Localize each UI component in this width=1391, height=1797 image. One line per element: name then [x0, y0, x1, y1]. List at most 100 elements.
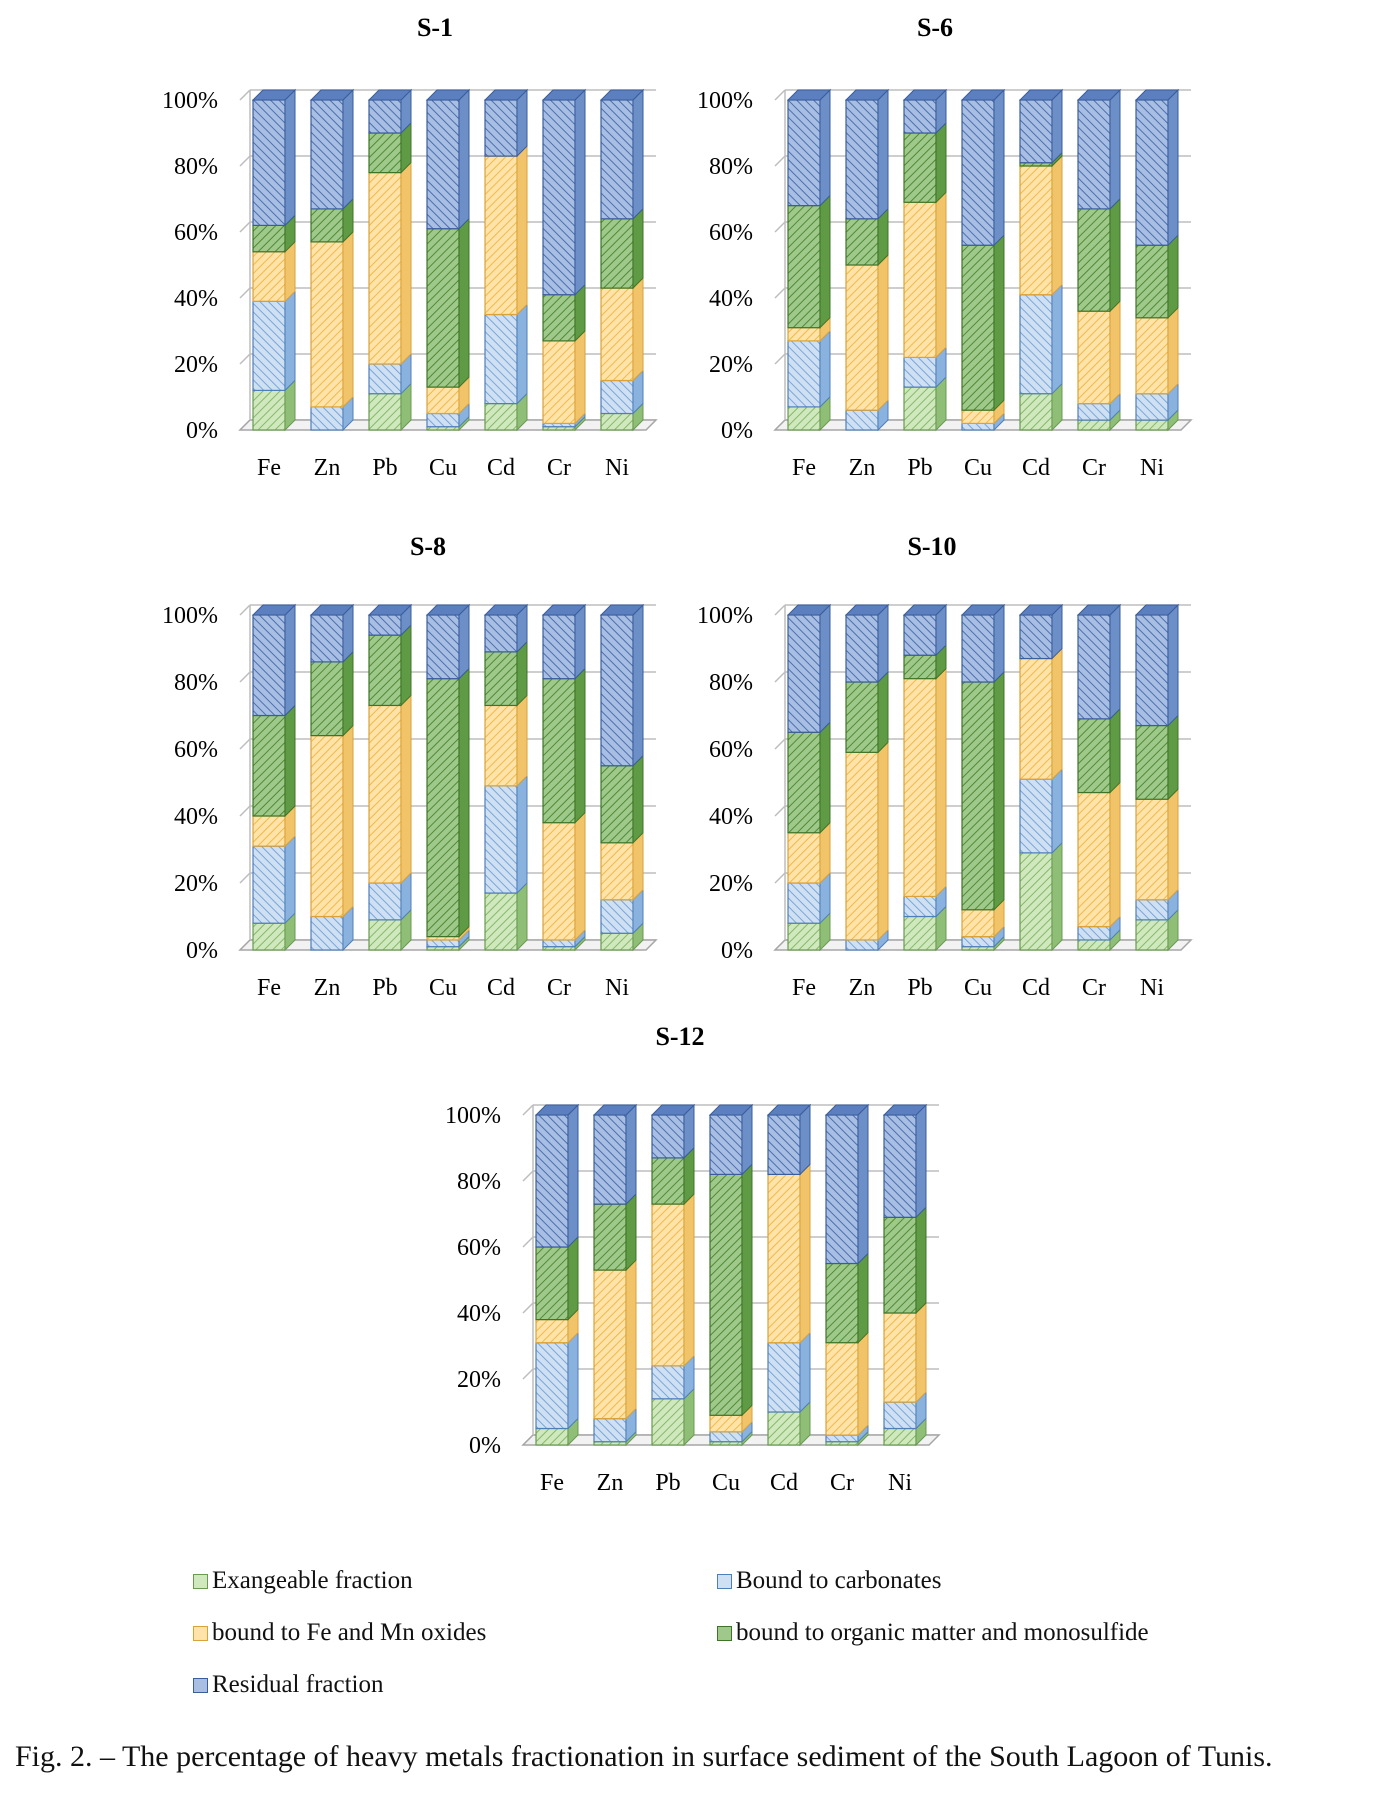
- y-tick-label: 60%: [174, 737, 218, 763]
- bar-face: [1135, 244, 1169, 319]
- bar-side: [819, 194, 831, 329]
- bar-face: [1077, 419, 1111, 431]
- bar-segment-residual: [1135, 88, 1179, 247]
- bar-segment-residual: [310, 88, 354, 211]
- bar-segment-residual: [651, 1103, 695, 1160]
- bar-side: [1167, 788, 1179, 901]
- y-tick-label: 100%: [697, 603, 753, 629]
- bar-segment-residual: [961, 88, 1005, 247]
- bar-side: [400, 161, 412, 366]
- bar-side: [799, 1163, 811, 1344]
- bar-segment-organic: [845, 207, 889, 267]
- chart-panel-s-1: S-1 0% 20% 40% 60% 80% 100% Fe Zn Pb Cu Cd Cr Ni: [162, 13, 658, 481]
- x-tick-label: Zn: [597, 1470, 624, 1496]
- gridline-side: [239, 353, 251, 365]
- bar-face: [787, 340, 821, 408]
- y-tick-label: 40%: [174, 286, 218, 312]
- bar-top: [902, 604, 948, 616]
- bar-face: [252, 99, 286, 227]
- bar-face: [368, 634, 402, 707]
- bar-face: [600, 379, 634, 415]
- bar-face: [310, 614, 344, 663]
- bar-segment-exchangeable: [883, 1417, 927, 1447]
- bar-segment-organic: [709, 1163, 753, 1417]
- bar-face: [883, 1216, 917, 1314]
- bar-top: [592, 1104, 638, 1116]
- bar-face: [368, 99, 402, 134]
- bar-side: [799, 1103, 811, 1176]
- bar-face: [1135, 899, 1169, 921]
- bar-side: [632, 754, 644, 845]
- bar-side: [819, 721, 831, 834]
- bar-side: [1167, 603, 1179, 727]
- bar-side: [819, 88, 831, 207]
- x-tick-label: Pb: [372, 455, 397, 481]
- bar-side: [683, 1192, 695, 1368]
- bar-side: [1109, 299, 1121, 405]
- bar-side: [632, 603, 644, 767]
- bar-segment-residual: [593, 1103, 637, 1206]
- bar-face: [368, 919, 402, 951]
- bar-face: [1135, 919, 1169, 951]
- bar-top: [708, 1104, 754, 1116]
- gridline-side: [774, 805, 786, 817]
- bar-face: [484, 785, 518, 894]
- bar-segment-oxides: [542, 811, 586, 942]
- bar-face: [600, 899, 634, 934]
- bar-face: [252, 251, 286, 302]
- bar-top: [425, 89, 471, 101]
- bar-side: [1051, 283, 1063, 395]
- bar-top: [1134, 604, 1180, 616]
- x-tick-label: Cu: [964, 975, 992, 1001]
- bar-face: [535, 1246, 569, 1321]
- bar-side: [993, 88, 1005, 247]
- bar-segment-oxides: [903, 191, 947, 359]
- bar-face: [787, 922, 821, 951]
- bar-segment-organic: [845, 670, 889, 754]
- bar-face: [542, 340, 576, 424]
- x-tick-label: Zn: [314, 975, 341, 1001]
- bar-face: [252, 300, 286, 391]
- bar-top: [599, 604, 645, 616]
- bar-side: [458, 88, 470, 230]
- y-tick-label: 40%: [709, 286, 753, 312]
- y-tick-label: 100%: [697, 88, 753, 114]
- gridline-side: [774, 872, 786, 884]
- x-tick-label: Pb: [372, 975, 397, 1001]
- bar-segment-oxides: [484, 694, 528, 788]
- y-tick-label: 80%: [709, 670, 753, 696]
- bar-side: [400, 694, 412, 885]
- y-tick-label: 20%: [457, 1367, 501, 1393]
- bar-face: [535, 1427, 569, 1446]
- x-tick-label: Fe: [257, 455, 281, 481]
- bar-segment-oxides: [903, 667, 947, 898]
- bar-segment-oxides: [845, 253, 889, 412]
- legend-item-residual: Residual fraction: [193, 1671, 383, 1699]
- bar-top: [1134, 89, 1180, 101]
- bar-segment-residual: [825, 1103, 869, 1265]
- bar-face: [593, 1114, 627, 1205]
- bar-segment-oxides: [252, 804, 296, 848]
- bar-face: [1135, 317, 1169, 395]
- bar-top: [960, 604, 1006, 616]
- bar-segment-carbonates: [484, 303, 528, 405]
- legend-label: bound to organic matter and monosulfide: [736, 1619, 1149, 1646]
- bar-segment-organic: [787, 194, 831, 329]
- bar-side: [516, 303, 528, 405]
- bar-segment-residual: [252, 603, 296, 717]
- bar-top: [1018, 89, 1064, 101]
- x-tick-label: Cr: [1082, 975, 1106, 1001]
- bar-face: [825, 1342, 859, 1436]
- bar-segment-oxides: [845, 741, 889, 942]
- bar-side: [1109, 197, 1121, 313]
- bar-face: [542, 678, 576, 824]
- legend-swatch-carbonates: [717, 1573, 732, 1589]
- y-tick-label: 20%: [174, 352, 218, 378]
- bar-face: [845, 939, 879, 951]
- bar-segment-residual: [1135, 603, 1179, 727]
- bar-segment-organic: [1135, 233, 1179, 320]
- bar-side: [741, 1163, 753, 1417]
- bar-face: [535, 1114, 569, 1248]
- bar-segment-organic: [903, 121, 947, 204]
- bar-side: [993, 233, 1005, 412]
